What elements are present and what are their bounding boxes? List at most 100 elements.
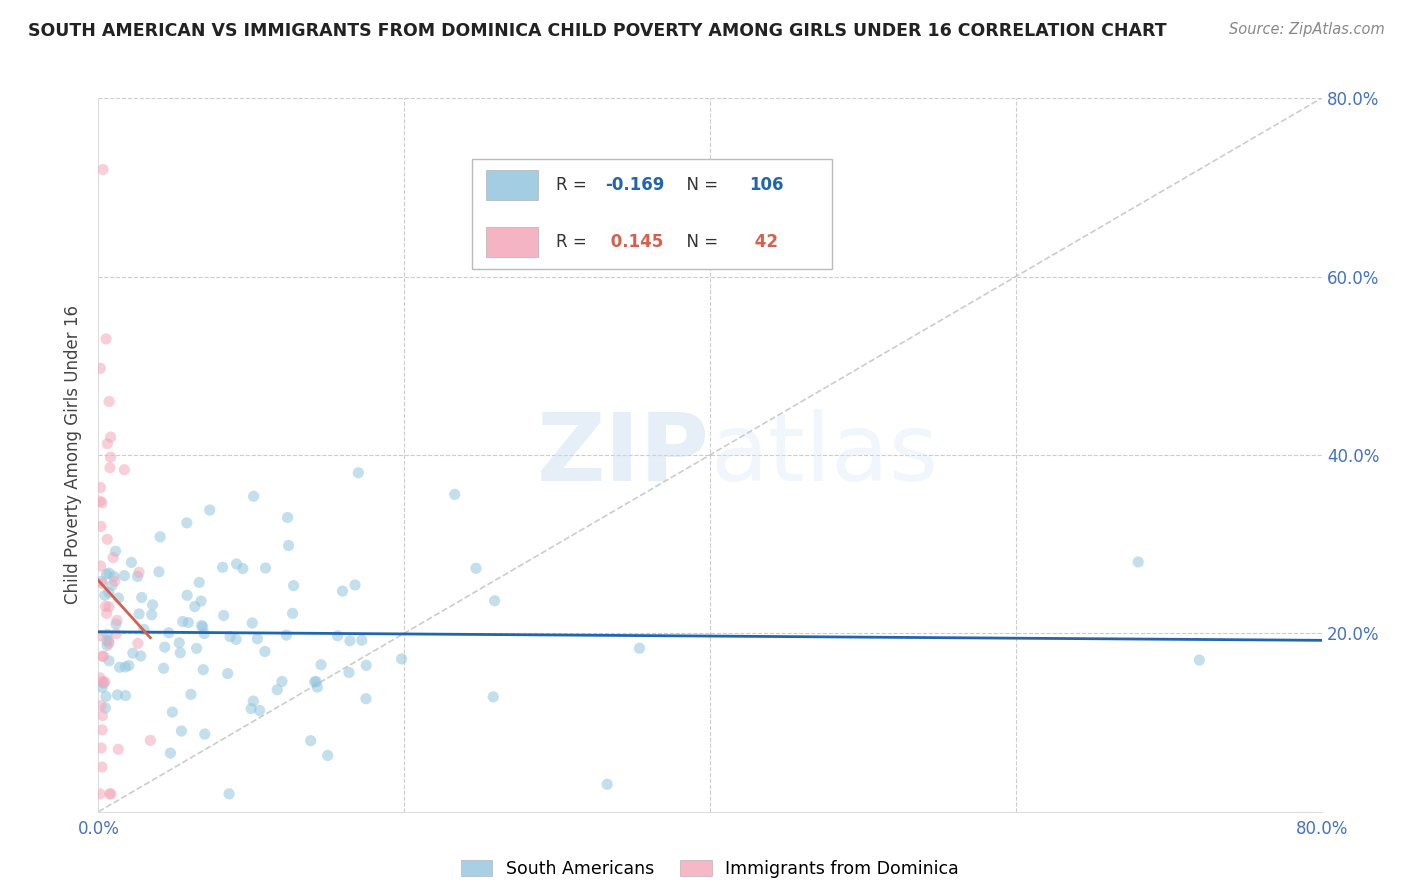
Point <box>91 576 114 591</box>
Point <box>198 503 221 517</box>
Point <box>94 332 117 346</box>
Point <box>131 591 153 605</box>
Y-axis label: Child Poverty Among Girls Under 16: Child Poverty Among Girls Under 16 <box>65 305 83 605</box>
Point <box>114 689 136 703</box>
Point <box>118 658 141 673</box>
Point <box>281 607 304 621</box>
Point <box>354 658 377 673</box>
Point <box>142 598 165 612</box>
Bar <box>486 227 537 257</box>
Point <box>105 613 128 627</box>
Point <box>240 615 263 630</box>
Text: R =: R = <box>555 177 592 194</box>
Point <box>190 618 212 632</box>
Point <box>127 636 149 650</box>
Point <box>253 644 276 658</box>
Point <box>100 450 122 465</box>
Point <box>94 675 117 690</box>
Point <box>157 625 180 640</box>
Point <box>299 733 322 747</box>
FancyBboxPatch shape <box>471 159 832 269</box>
Text: -0.169: -0.169 <box>605 177 664 194</box>
Point <box>94 599 117 614</box>
Point <box>212 608 235 623</box>
Text: 0.145: 0.145 <box>605 233 664 251</box>
Point <box>1188 653 1211 667</box>
Point <box>339 633 361 648</box>
Point <box>217 666 239 681</box>
Point <box>276 628 298 642</box>
Point <box>193 626 215 640</box>
Point <box>94 701 117 715</box>
Point <box>91 760 114 774</box>
Point <box>242 489 264 503</box>
Point <box>132 623 155 637</box>
Point <box>309 657 332 672</box>
Point <box>326 629 349 643</box>
Point <box>100 430 122 444</box>
Point <box>89 671 111 685</box>
Point <box>107 688 129 702</box>
Point <box>104 544 127 558</box>
Point <box>97 636 120 650</box>
Point <box>128 607 150 621</box>
Point <box>108 660 131 674</box>
Point <box>232 561 254 575</box>
Text: R =: R = <box>555 233 592 251</box>
Point <box>97 633 120 648</box>
Point <box>225 557 247 571</box>
Point <box>90 558 112 573</box>
Point <box>129 648 152 663</box>
Point <box>443 487 465 501</box>
Point <box>391 652 413 666</box>
Legend: South Americans, Immigrants from Dominica: South Americans, Immigrants from Dominic… <box>454 854 966 885</box>
Point <box>96 627 118 641</box>
Text: N =: N = <box>676 233 723 251</box>
Point <box>194 727 217 741</box>
Point <box>96 533 118 547</box>
Point <box>98 599 121 614</box>
Point <box>98 787 121 801</box>
Point <box>337 665 360 680</box>
Point <box>304 674 326 689</box>
Point <box>91 676 114 690</box>
Point <box>271 674 294 689</box>
Point <box>283 579 305 593</box>
Point <box>89 629 111 643</box>
Point <box>127 569 149 583</box>
Point <box>305 674 328 689</box>
Point <box>96 607 118 621</box>
Point <box>91 723 114 737</box>
Point <box>94 588 117 602</box>
Point <box>105 616 128 631</box>
Point <box>186 641 208 656</box>
Point <box>354 691 377 706</box>
Point <box>101 578 124 592</box>
Point <box>246 632 269 646</box>
Point <box>120 555 142 569</box>
Point <box>167 636 190 650</box>
Point <box>101 550 124 565</box>
Point <box>98 394 121 409</box>
Point <box>596 777 619 791</box>
Point <box>139 733 162 747</box>
Point <box>170 724 193 739</box>
Text: SOUTH AMERICAN VS IMMIGRANTS FROM DOMINICA CHILD POVERTY AMONG GIRLS UNDER 16 CO: SOUTH AMERICAN VS IMMIGRANTS FROM DOMINI… <box>28 22 1167 40</box>
Text: Source: ZipAtlas.com: Source: ZipAtlas.com <box>1229 22 1385 37</box>
Point <box>277 539 299 553</box>
Point <box>90 741 112 756</box>
Point <box>225 632 247 647</box>
Point <box>180 688 202 702</box>
Point <box>316 748 339 763</box>
Point <box>242 694 264 708</box>
Point <box>91 495 114 509</box>
Point <box>249 704 271 718</box>
Point <box>482 690 505 704</box>
Point <box>89 361 111 376</box>
Point <box>114 660 136 674</box>
Point <box>254 561 277 575</box>
Text: atlas: atlas <box>710 409 938 501</box>
Point <box>172 615 194 629</box>
Point <box>128 566 150 580</box>
Point <box>89 494 111 508</box>
